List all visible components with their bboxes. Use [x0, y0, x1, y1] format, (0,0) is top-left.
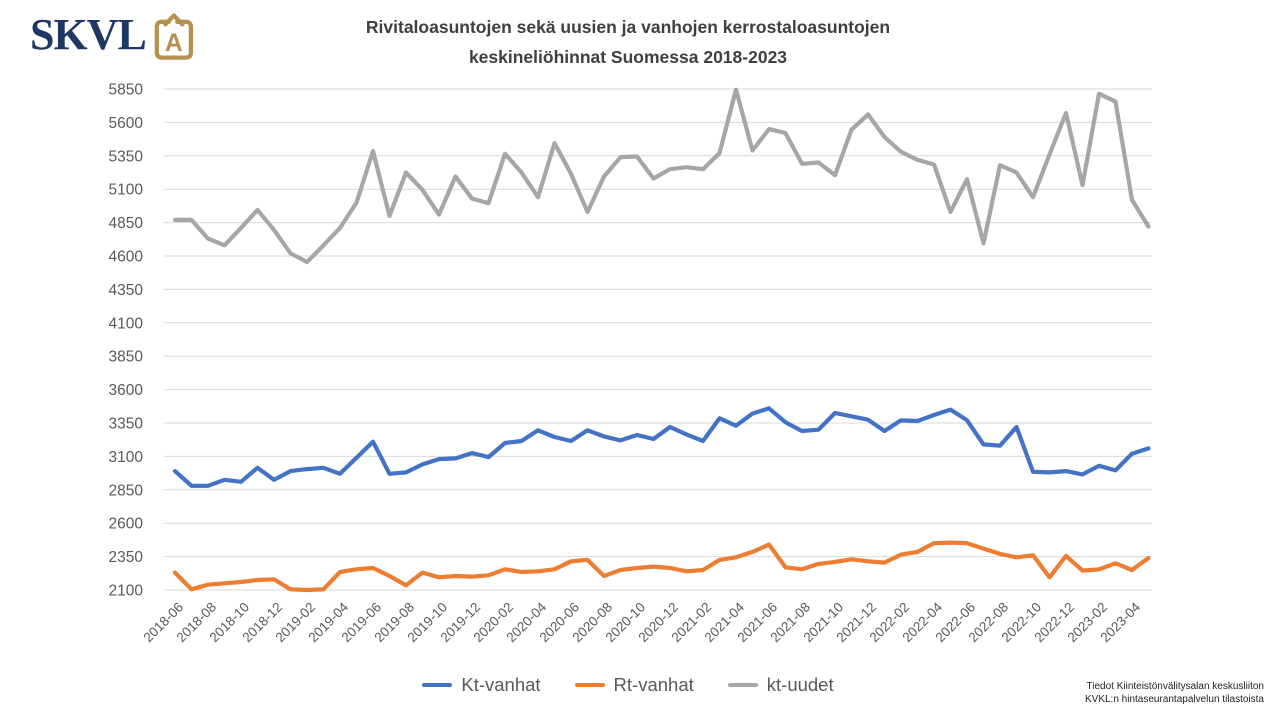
y-tick-label: 2850 [109, 482, 144, 499]
source-note-line1: Tiedot Kiinteistönvälitysalan keskusliit… [1086, 681, 1265, 692]
logo-house-a-icon: A [154, 13, 193, 60]
y-tick-label: 2600 [109, 516, 144, 533]
legend-line-swatch-gray [727, 682, 758, 688]
legend-item-rt-vanhat: Rt-vanhat [574, 674, 694, 696]
y-tick-label: 4350 [109, 282, 144, 299]
y-tick-label: 4100 [109, 315, 144, 332]
chart-title-line1: Rivitaloasuntojen sekä uusien ja vanhoje… [365, 17, 891, 37]
y-tick-label: 2100 [109, 583, 144, 600]
chart-title: Rivitaloasuntojen sekä uusien ja vanhoje… [0, 12, 1256, 72]
logo-text: SKVL [30, 10, 147, 59]
legend-label: kt-uudet [766, 674, 834, 695]
y-tick-label: 3600 [109, 382, 144, 399]
series-line-Kt-vanhat [172, 406, 1151, 488]
source-note-line2: KVKL:n hintaseurantapalvelun tilastoista [1084, 693, 1264, 705]
y-tick-label: 4600 [109, 249, 144, 266]
y-tick-label: 3100 [109, 449, 144, 466]
chart-title-line2: keskineliöhinnat Suomessa 2018-2023 [468, 47, 788, 67]
y-tick-label: 2350 [109, 549, 144, 566]
source-note: Tiedot Kiinteistönvälitysalan keskusliit… [1085, 681, 1264, 706]
logo-letter-a: A [165, 30, 183, 57]
skvl-logo: SKVL A [30, 12, 196, 63]
y-tick-label: 3850 [109, 349, 144, 366]
y-tick-label: 3350 [109, 416, 144, 433]
series-line-kt-uudet [172, 87, 1151, 265]
legend-label: Rt-vanhat [613, 674, 694, 695]
y-tick-label: 5350 [109, 148, 144, 165]
y-tick-label: 5100 [109, 182, 144, 199]
legend-label: Kt-vanhat [461, 674, 541, 695]
legend-line-swatch-blue [422, 682, 453, 688]
y-tick-label: 5600 [109, 115, 144, 132]
legend-item-kt-uudet: kt-uudet [727, 674, 834, 696]
series-line-Rt-vanhat [172, 540, 1151, 593]
legend-item-kt-vanhat: Kt-vanhat [422, 674, 541, 696]
legend-line-swatch-orange [574, 682, 605, 688]
chart-legend: Kt-vanhat Rt-vanhat kt-uudet [0, 674, 1256, 696]
y-tick-label: 4850 [109, 215, 144, 232]
y-tick-label: 5850 [109, 82, 144, 99]
